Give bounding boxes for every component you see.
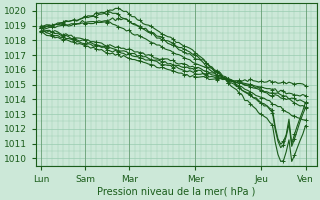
X-axis label: Pression niveau de la mer( hPa ): Pression niveau de la mer( hPa )	[97, 187, 255, 197]
